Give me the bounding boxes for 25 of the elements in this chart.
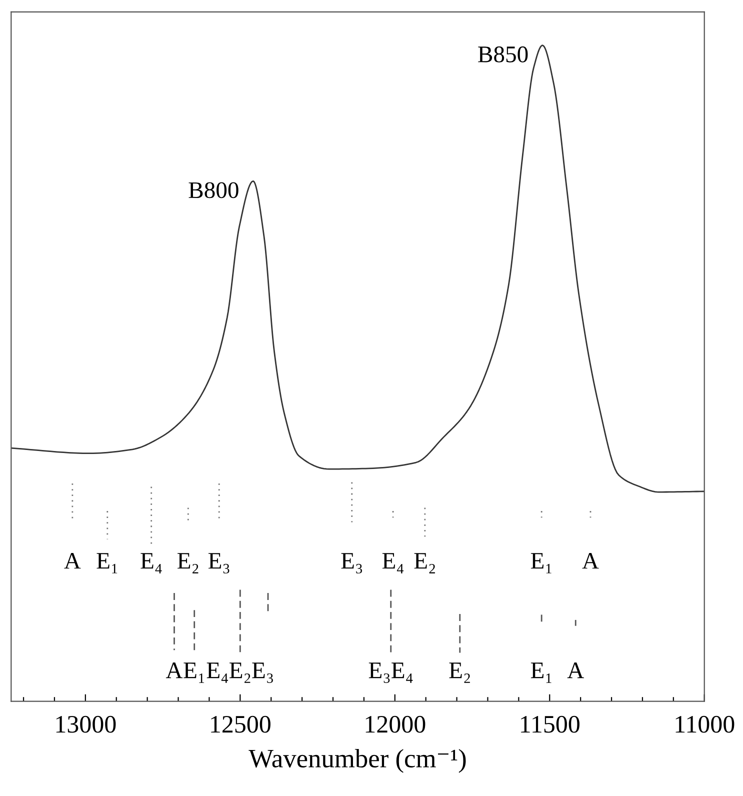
x-tick-label: 13000 — [56, 716, 116, 733]
x-tick-label: 11000 — [676, 716, 734, 733]
annotation: E₂ — [178, 553, 198, 574]
annotation: E₃E₄ — [368, 662, 413, 683]
annotation: E₁ — [530, 553, 552, 574]
annotation: A — [567, 662, 584, 678]
annotation: A — [582, 552, 599, 569]
annotation: E₁ — [96, 553, 118, 574]
annotation: E₂ — [414, 553, 435, 574]
x-tick-label: 11500 — [521, 716, 580, 733]
annotation: E₂ — [449, 662, 470, 683]
annotation: E₄E₂E₃ — [206, 662, 273, 683]
x-tick-label: 12000 — [366, 716, 426, 733]
annotation: E₄ — [140, 553, 162, 574]
annotation: E₁ — [184, 662, 204, 683]
annotation: B800 — [188, 182, 238, 198]
annotation: E₄ — [382, 553, 404, 574]
annotation: B850 — [478, 46, 528, 62]
x-tick-label: 12500 — [211, 716, 270, 733]
annotation: E₃ — [341, 553, 362, 574]
annotation: A — [166, 662, 183, 678]
annotation: E₃ — [208, 553, 230, 574]
annotation: E₁ — [530, 662, 552, 683]
x-axis-title: Wavenumber (cm⁻¹) — [248, 748, 466, 773]
annotation: A — [64, 552, 81, 569]
